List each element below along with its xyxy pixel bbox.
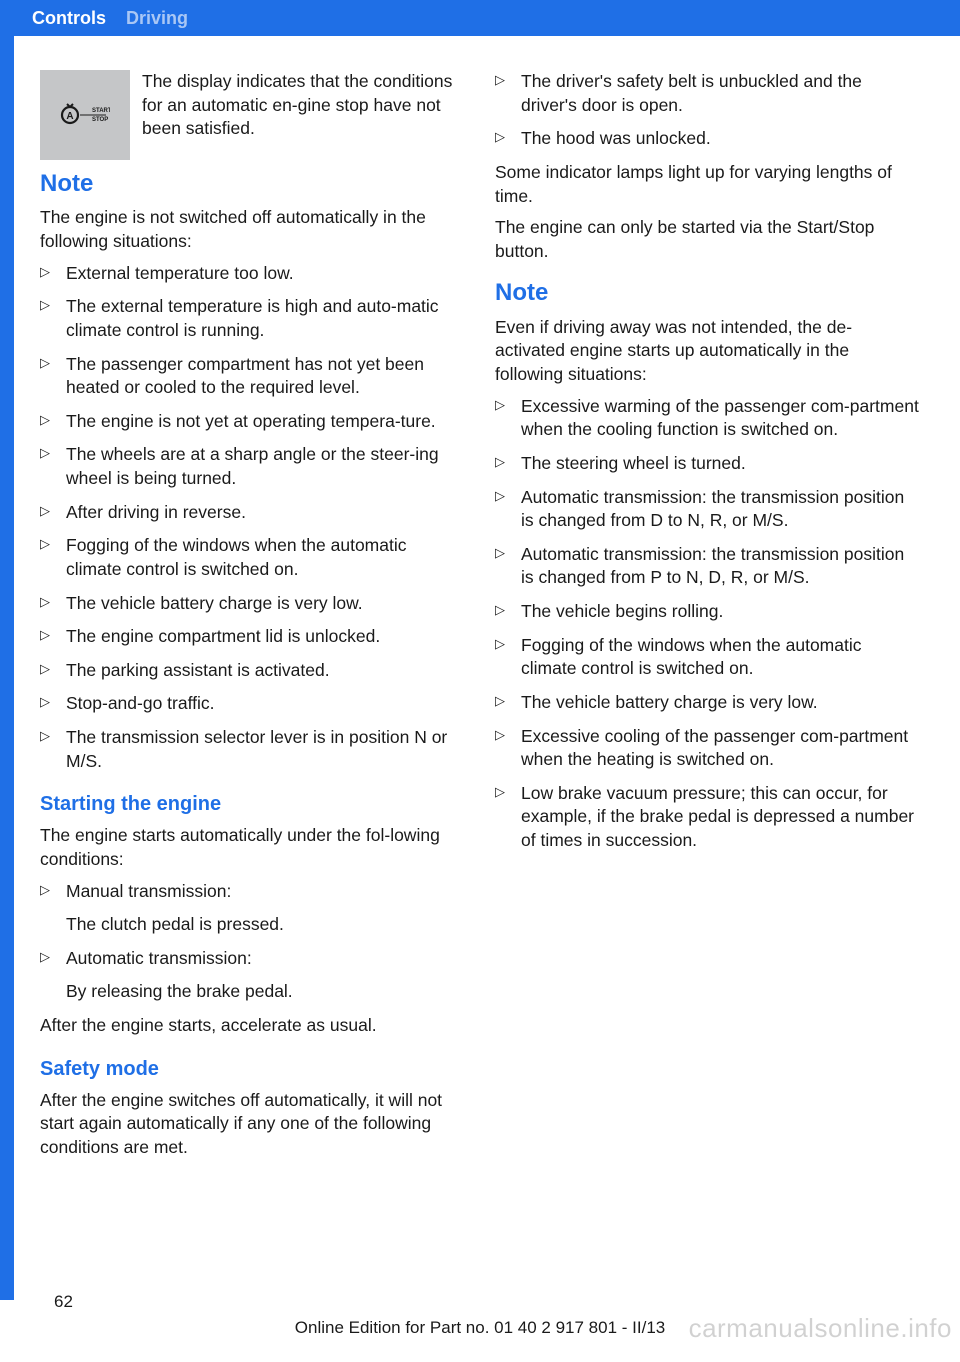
left-column: A START STOP The display indicates that …	[40, 70, 465, 1168]
list-item: Automatic transmission: the transmission…	[495, 486, 920, 533]
list-item: The vehicle battery charge is very low.	[495, 691, 920, 715]
note-lead: The engine is not switched off automatic…	[40, 206, 465, 253]
list-item: Automatic transmission:	[40, 947, 465, 971]
page-header: Controls Driving	[0, 0, 960, 36]
starting-heading: Starting the engine	[40, 791, 465, 818]
right-note-list: Excessive warming of the passenger com‐p…	[495, 395, 920, 853]
list-item: The vehicle begins rolling.	[495, 600, 920, 624]
starting-list: Manual transmission:	[40, 880, 465, 904]
list-item: Fogging of the windows when the automati…	[495, 634, 920, 681]
list-item: The external temperature is high and aut…	[40, 295, 465, 342]
safety-heading: Safety mode	[40, 1056, 465, 1083]
note-heading: Note	[40, 168, 465, 200]
page-number: 62	[54, 1292, 73, 1312]
list-item: The engine compartment lid is unlocked.	[40, 625, 465, 649]
list-item: After driving in reverse.	[40, 501, 465, 525]
list-item: The hood was unlocked.	[495, 127, 920, 151]
safety-lead: After the engine switches off automatica…	[40, 1089, 465, 1160]
list-item: Excessive cooling of the passenger com‐p…	[495, 725, 920, 772]
list-item: The steering wheel is turned.	[495, 452, 920, 476]
list-item: Excessive warming of the passenger com‐p…	[495, 395, 920, 442]
list-item: The wheels are at a sharp angle or the s…	[40, 443, 465, 490]
start-stop-icon: A START STOP	[40, 70, 130, 160]
content-area: A START STOP The display indicates that …	[40, 70, 920, 1168]
pre-list: The driver's safety belt is unbuckled an…	[495, 70, 920, 151]
starting-after: After the engine starts, accelerate as u…	[40, 1014, 465, 1038]
right-note-heading: Note	[495, 277, 920, 309]
right-para1: Some indicator lamps light up for varyin…	[495, 161, 920, 208]
svg-text:A: A	[66, 111, 73, 122]
watermark: carmanualsonline.info	[689, 1313, 952, 1344]
right-para2: The engine can only be started via the S…	[495, 216, 920, 263]
note-list: External temperature too low. The extern…	[40, 262, 465, 774]
list-item: External temperature too low.	[40, 262, 465, 286]
list-item: The driver's safety belt is unbuckled an…	[495, 70, 920, 117]
svg-text:START: START	[92, 108, 110, 114]
header-subcategory: Driving	[126, 8, 188, 29]
starting-sub: The clutch pedal is pressed.	[40, 913, 465, 937]
list-item: The transmission selector lever is in po…	[40, 726, 465, 773]
starting-lead: The engine starts automatically under th…	[40, 824, 465, 871]
starting-list-2: Automatic transmission:	[40, 947, 465, 971]
right-note-lead: Even if driving away was not intended, t…	[495, 316, 920, 387]
list-item: The passenger compartment has not yet be…	[40, 353, 465, 400]
list-item: Low brake vacuum pressure; this can occu…	[495, 782, 920, 853]
list-item: Fogging of the windows when the automati…	[40, 534, 465, 581]
right-column: The driver's safety belt is unbuckled an…	[495, 70, 920, 1168]
starting-sub-2: By releasing the brake pedal.	[40, 980, 465, 1004]
list-item: Automatic transmission: the transmission…	[495, 543, 920, 590]
side-stripe	[0, 0, 14, 1300]
svg-text:STOP: STOP	[92, 117, 108, 123]
list-item: The vehicle battery charge is very low.	[40, 592, 465, 616]
list-item: Manual transmission:	[40, 880, 465, 904]
list-item: The engine is not yet at operating tempe…	[40, 410, 465, 434]
header-category: Controls	[32, 8, 106, 29]
list-item: The parking assistant is activated.	[40, 659, 465, 683]
intro-block: A START STOP The display indicates that …	[40, 70, 465, 141]
list-item: Stop-and-go traffic.	[40, 692, 465, 716]
